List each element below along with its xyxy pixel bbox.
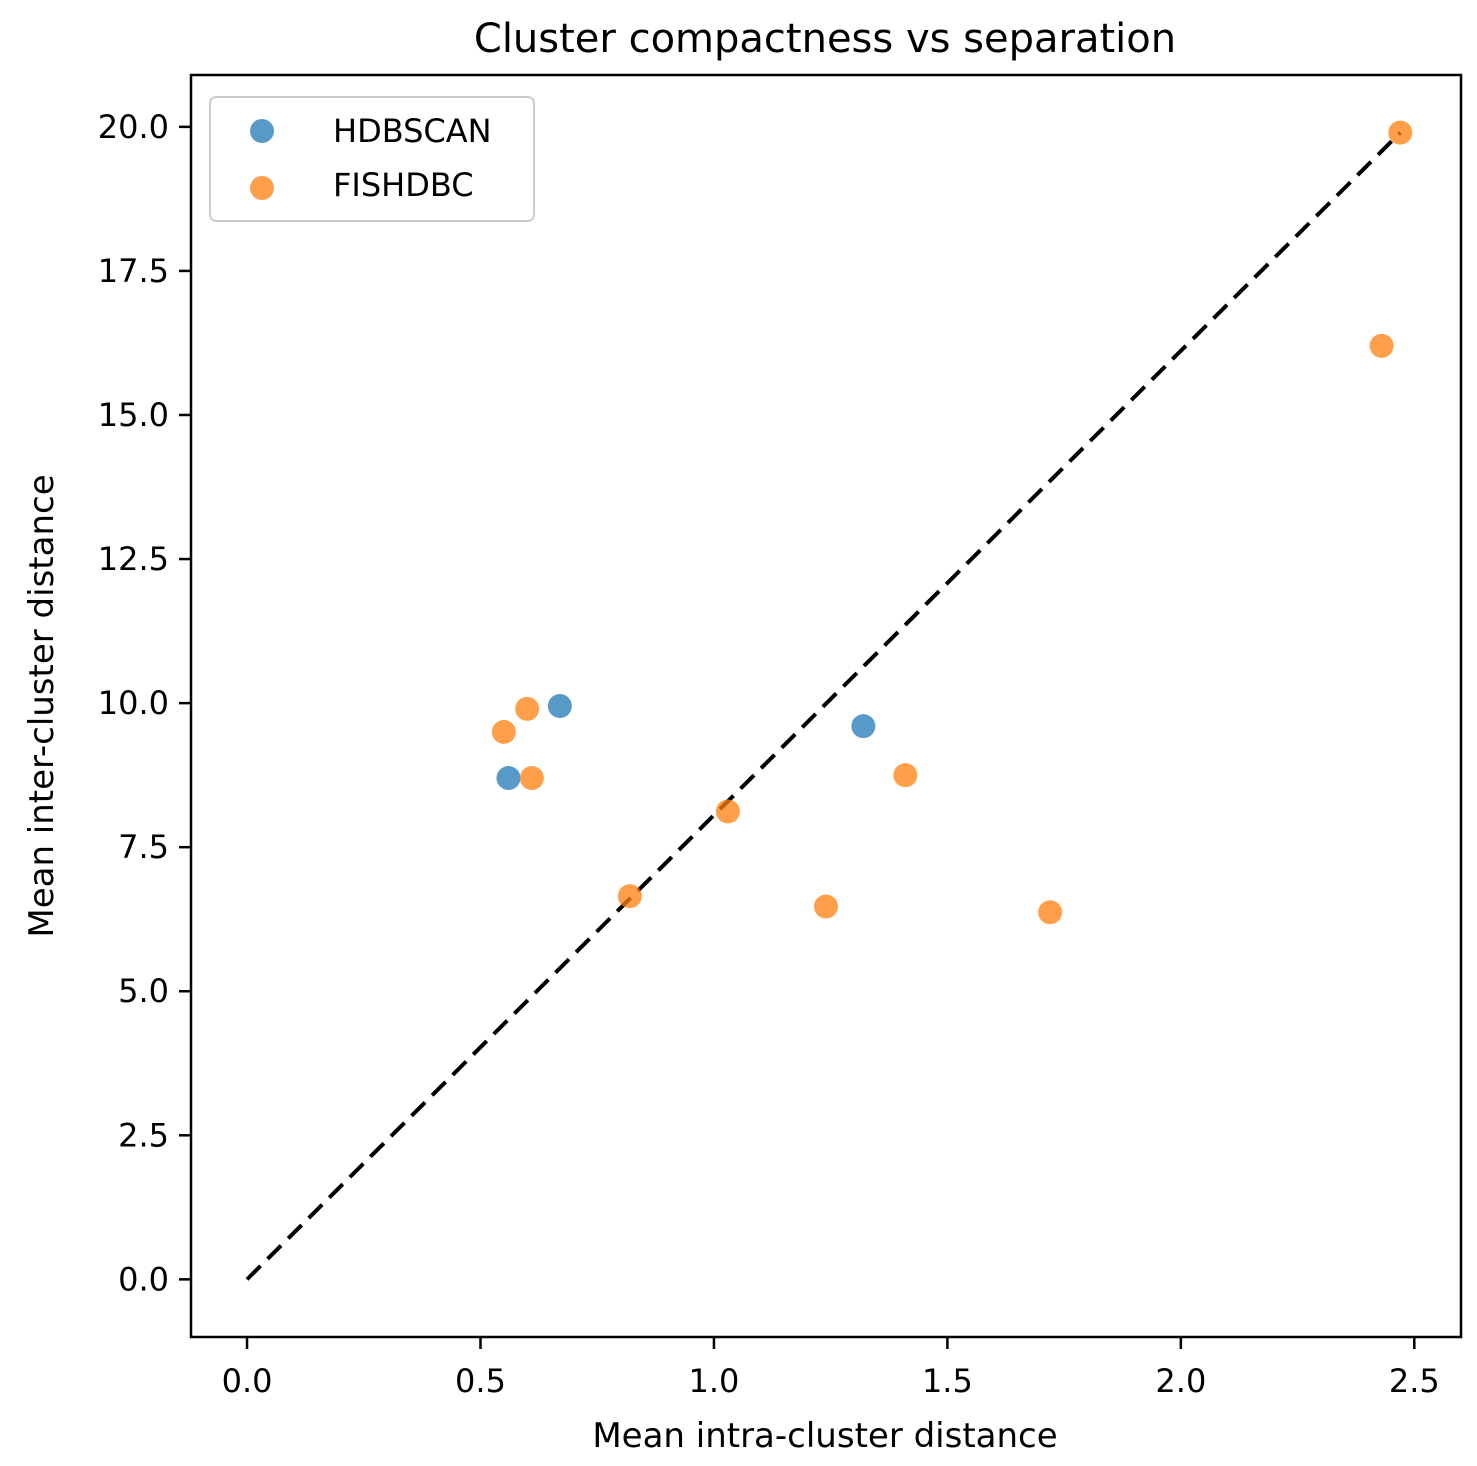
legend-marker-fishdbc: [250, 176, 274, 200]
point-hdbscan: [547, 694, 572, 718]
point-fishdbc: [893, 763, 918, 788]
point-fishdbc: [491, 719, 516, 744]
y-tick-label: 12.5: [98, 540, 169, 578]
point-hdbscan: [851, 714, 876, 739]
x-tick-label: 1.5: [922, 1362, 973, 1400]
legend: HDBSCAN FISHDBC: [209, 96, 535, 222]
y-tick-label: 15.0: [98, 396, 169, 434]
legend-marker-hdbscan: [250, 119, 274, 143]
y-tick-label: 7.5: [118, 828, 169, 866]
x-tick-label: 0.5: [455, 1362, 506, 1400]
point-fishdbc: [1038, 900, 1063, 925]
x-tick-label: 1.0: [688, 1362, 739, 1400]
reference-diagonal-line: [245, 131, 1402, 1281]
point-fishdbc: [515, 696, 540, 721]
chart-title: Cluster compactness vs separation: [474, 16, 1176, 62]
point-fishdbc: [1369, 333, 1394, 358]
y-tick-label: 17.5: [98, 252, 169, 290]
y-tick-label: 5.0: [118, 972, 169, 1010]
y-tick-label: 20.0: [98, 108, 169, 146]
legend-label-hdbscan: HDBSCAN: [333, 112, 492, 150]
x-axis-title: Mean intra-cluster distance: [592, 1416, 1057, 1456]
y-axis: 0.0 2.5 5.0 7.5 10.0 12.5 15.0 17.5 20.0: [98, 108, 191, 1298]
x-tick-label: 0.0: [222, 1362, 273, 1400]
point-fishdbc: [617, 884, 642, 909]
data-points: [491, 120, 1413, 925]
point-fishdbc: [519, 766, 544, 791]
x-tick-label: 2.0: [1155, 1362, 1206, 1400]
x-tick-label: 2.5: [1389, 1362, 1440, 1400]
y-tick-label: 10.0: [98, 684, 169, 722]
legend-label-fishdbc: FISHDBC: [333, 166, 474, 204]
point-fishdbc: [814, 894, 838, 919]
y-tick-label: 2.5: [118, 1116, 169, 1154]
legend-box: [209, 96, 535, 222]
point-hdbscan: [496, 766, 521, 791]
point-fishdbc: [1388, 120, 1413, 145]
point-fishdbc: [715, 799, 740, 824]
x-axis: 0.0 0.5 1.0 1.5 2.0 2.5: [222, 1337, 1440, 1400]
y-tick-label: 0.0: [118, 1260, 169, 1298]
y-axis-title: Mean inter-cluster distance: [22, 474, 62, 937]
